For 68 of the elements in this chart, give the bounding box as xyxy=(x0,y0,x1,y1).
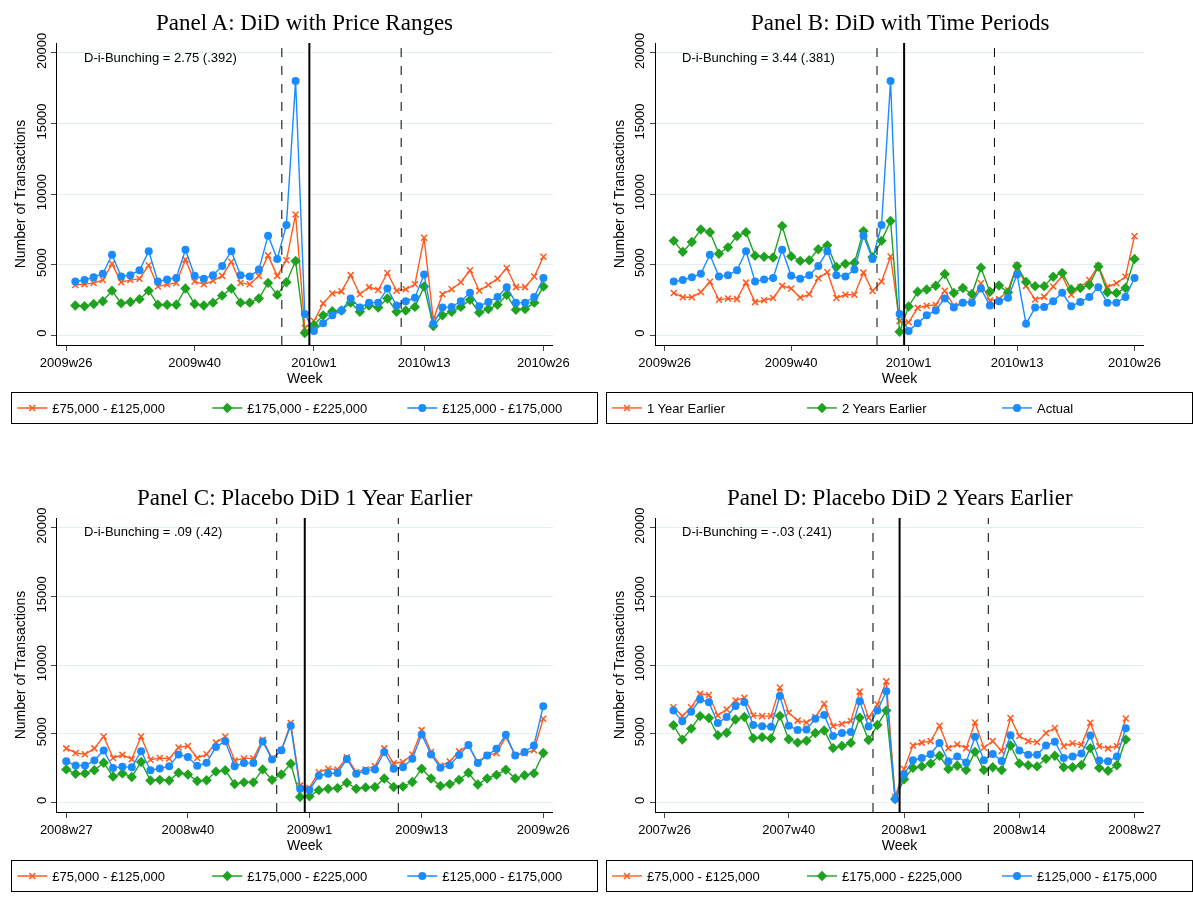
legend-label: £75,000 - £125,000 xyxy=(647,869,760,885)
legend-label: £125,000 - £175,000 xyxy=(1037,869,1157,885)
y-tick-label: 10000 xyxy=(33,644,49,682)
x-tick-label: 2008w27 xyxy=(39,821,93,837)
y-tick-label: 0 xyxy=(33,329,49,337)
annotation: D-i-Bunching = 3.44 (.381) xyxy=(682,50,835,65)
x-tick-label: 2010w13 xyxy=(990,354,1044,370)
annotation: D-i-Bunching = 2.75 (.392) xyxy=(84,50,237,65)
legend-label: 1 Year Earlier xyxy=(647,401,726,417)
legend-label: £75,000 - £125,000 xyxy=(52,869,166,885)
x-tick-label: 2009w26 xyxy=(638,354,692,370)
y-axis-title: Number of Transactions xyxy=(12,590,29,740)
x-axis-title: Week xyxy=(881,836,919,853)
x-tick-label: 2007w40 xyxy=(762,821,816,837)
y-tick-label: 0 xyxy=(632,796,648,805)
y-tick-label: 20000 xyxy=(33,32,49,70)
y-tick-label: 0 xyxy=(632,329,648,337)
y-tick-label: 15000 xyxy=(632,576,648,613)
y-tick-label: 5000 xyxy=(33,248,49,278)
chart-title: Panel A: DiD with Price Ranges xyxy=(156,10,454,35)
x-tick-label: 2009w26 xyxy=(39,354,93,370)
y-tick-label: 20000 xyxy=(33,507,49,544)
x-tick-label: 2009w13 xyxy=(395,821,449,837)
annotation: D-i-Bunching = -.03 (.241) xyxy=(682,524,832,539)
legend-label: £175,000 - £225,000 xyxy=(247,869,368,885)
x-tick-label: 2008w14 xyxy=(992,821,1046,837)
y-tick-label: 5000 xyxy=(33,717,49,747)
x-tick-label: 2010w26 xyxy=(1108,354,1161,370)
x-tick-label: 2008w1 xyxy=(881,821,927,837)
y-tick-label: 15000 xyxy=(33,576,49,613)
x-tick-label: 2010w1 xyxy=(291,354,337,370)
y-axis-title: Number of Transactions xyxy=(611,119,628,269)
x-tick-label: 2010w26 xyxy=(517,354,570,370)
legend-label: £75,000 - £125,000 xyxy=(52,401,166,417)
x-tick-label: 2009w26 xyxy=(516,821,570,837)
y-tick-label: 10000 xyxy=(632,173,648,211)
y-tick-label: 10000 xyxy=(33,173,49,211)
y-tick-label: 5000 xyxy=(632,248,648,278)
x-tick-label: 2009w1 xyxy=(286,821,333,837)
x-tick-label: 2007w26 xyxy=(638,821,691,837)
y-tick-label: 20000 xyxy=(632,32,648,70)
x-tick-label: 2009w40 xyxy=(168,354,222,370)
legend-label: 2 Years Earlier xyxy=(842,401,928,417)
legend-label: £125,000 - £175,000 xyxy=(442,869,563,885)
y-axis-title: Number of Transactions xyxy=(611,590,628,740)
y-tick-label: 0 xyxy=(33,796,49,805)
x-tick-label: 2010w1 xyxy=(885,354,932,370)
y-tick-label: 15000 xyxy=(632,103,648,140)
y-tick-label: 10000 xyxy=(632,644,648,682)
y-tick-label: 5000 xyxy=(632,717,648,747)
x-axis-title: Week xyxy=(881,369,919,386)
chart-title: Panel C: Placebo DiD 1 Year Earlier xyxy=(137,485,473,510)
y-tick-label: 20000 xyxy=(632,507,648,544)
legend-label: £125,000 - £175,000 xyxy=(442,401,563,417)
legend-label: Actual xyxy=(1037,401,1074,417)
x-tick-label: 2009w40 xyxy=(764,354,818,370)
annotation: D-i-Bunching = .09 (.42) xyxy=(84,524,223,539)
x-tick-label: 2008w27 xyxy=(1108,821,1162,837)
legend-label: £175,000 - £225,000 xyxy=(842,869,962,885)
legend-label: £175,000 - £225,000 xyxy=(247,401,368,417)
y-tick-label: 15000 xyxy=(33,103,49,140)
chart-title: Panel D: Placebo DiD 2 Years Earlier xyxy=(727,485,1073,510)
y-axis-title: Number of Transactions xyxy=(12,119,29,269)
x-tick-label: 2008w40 xyxy=(161,821,215,837)
chart-title: Panel B: DiD with Time Periods xyxy=(751,10,1050,35)
x-axis-title: Week xyxy=(287,836,324,853)
x-axis-title: Week xyxy=(287,369,324,386)
x-tick-label: 2010w13 xyxy=(397,354,451,370)
